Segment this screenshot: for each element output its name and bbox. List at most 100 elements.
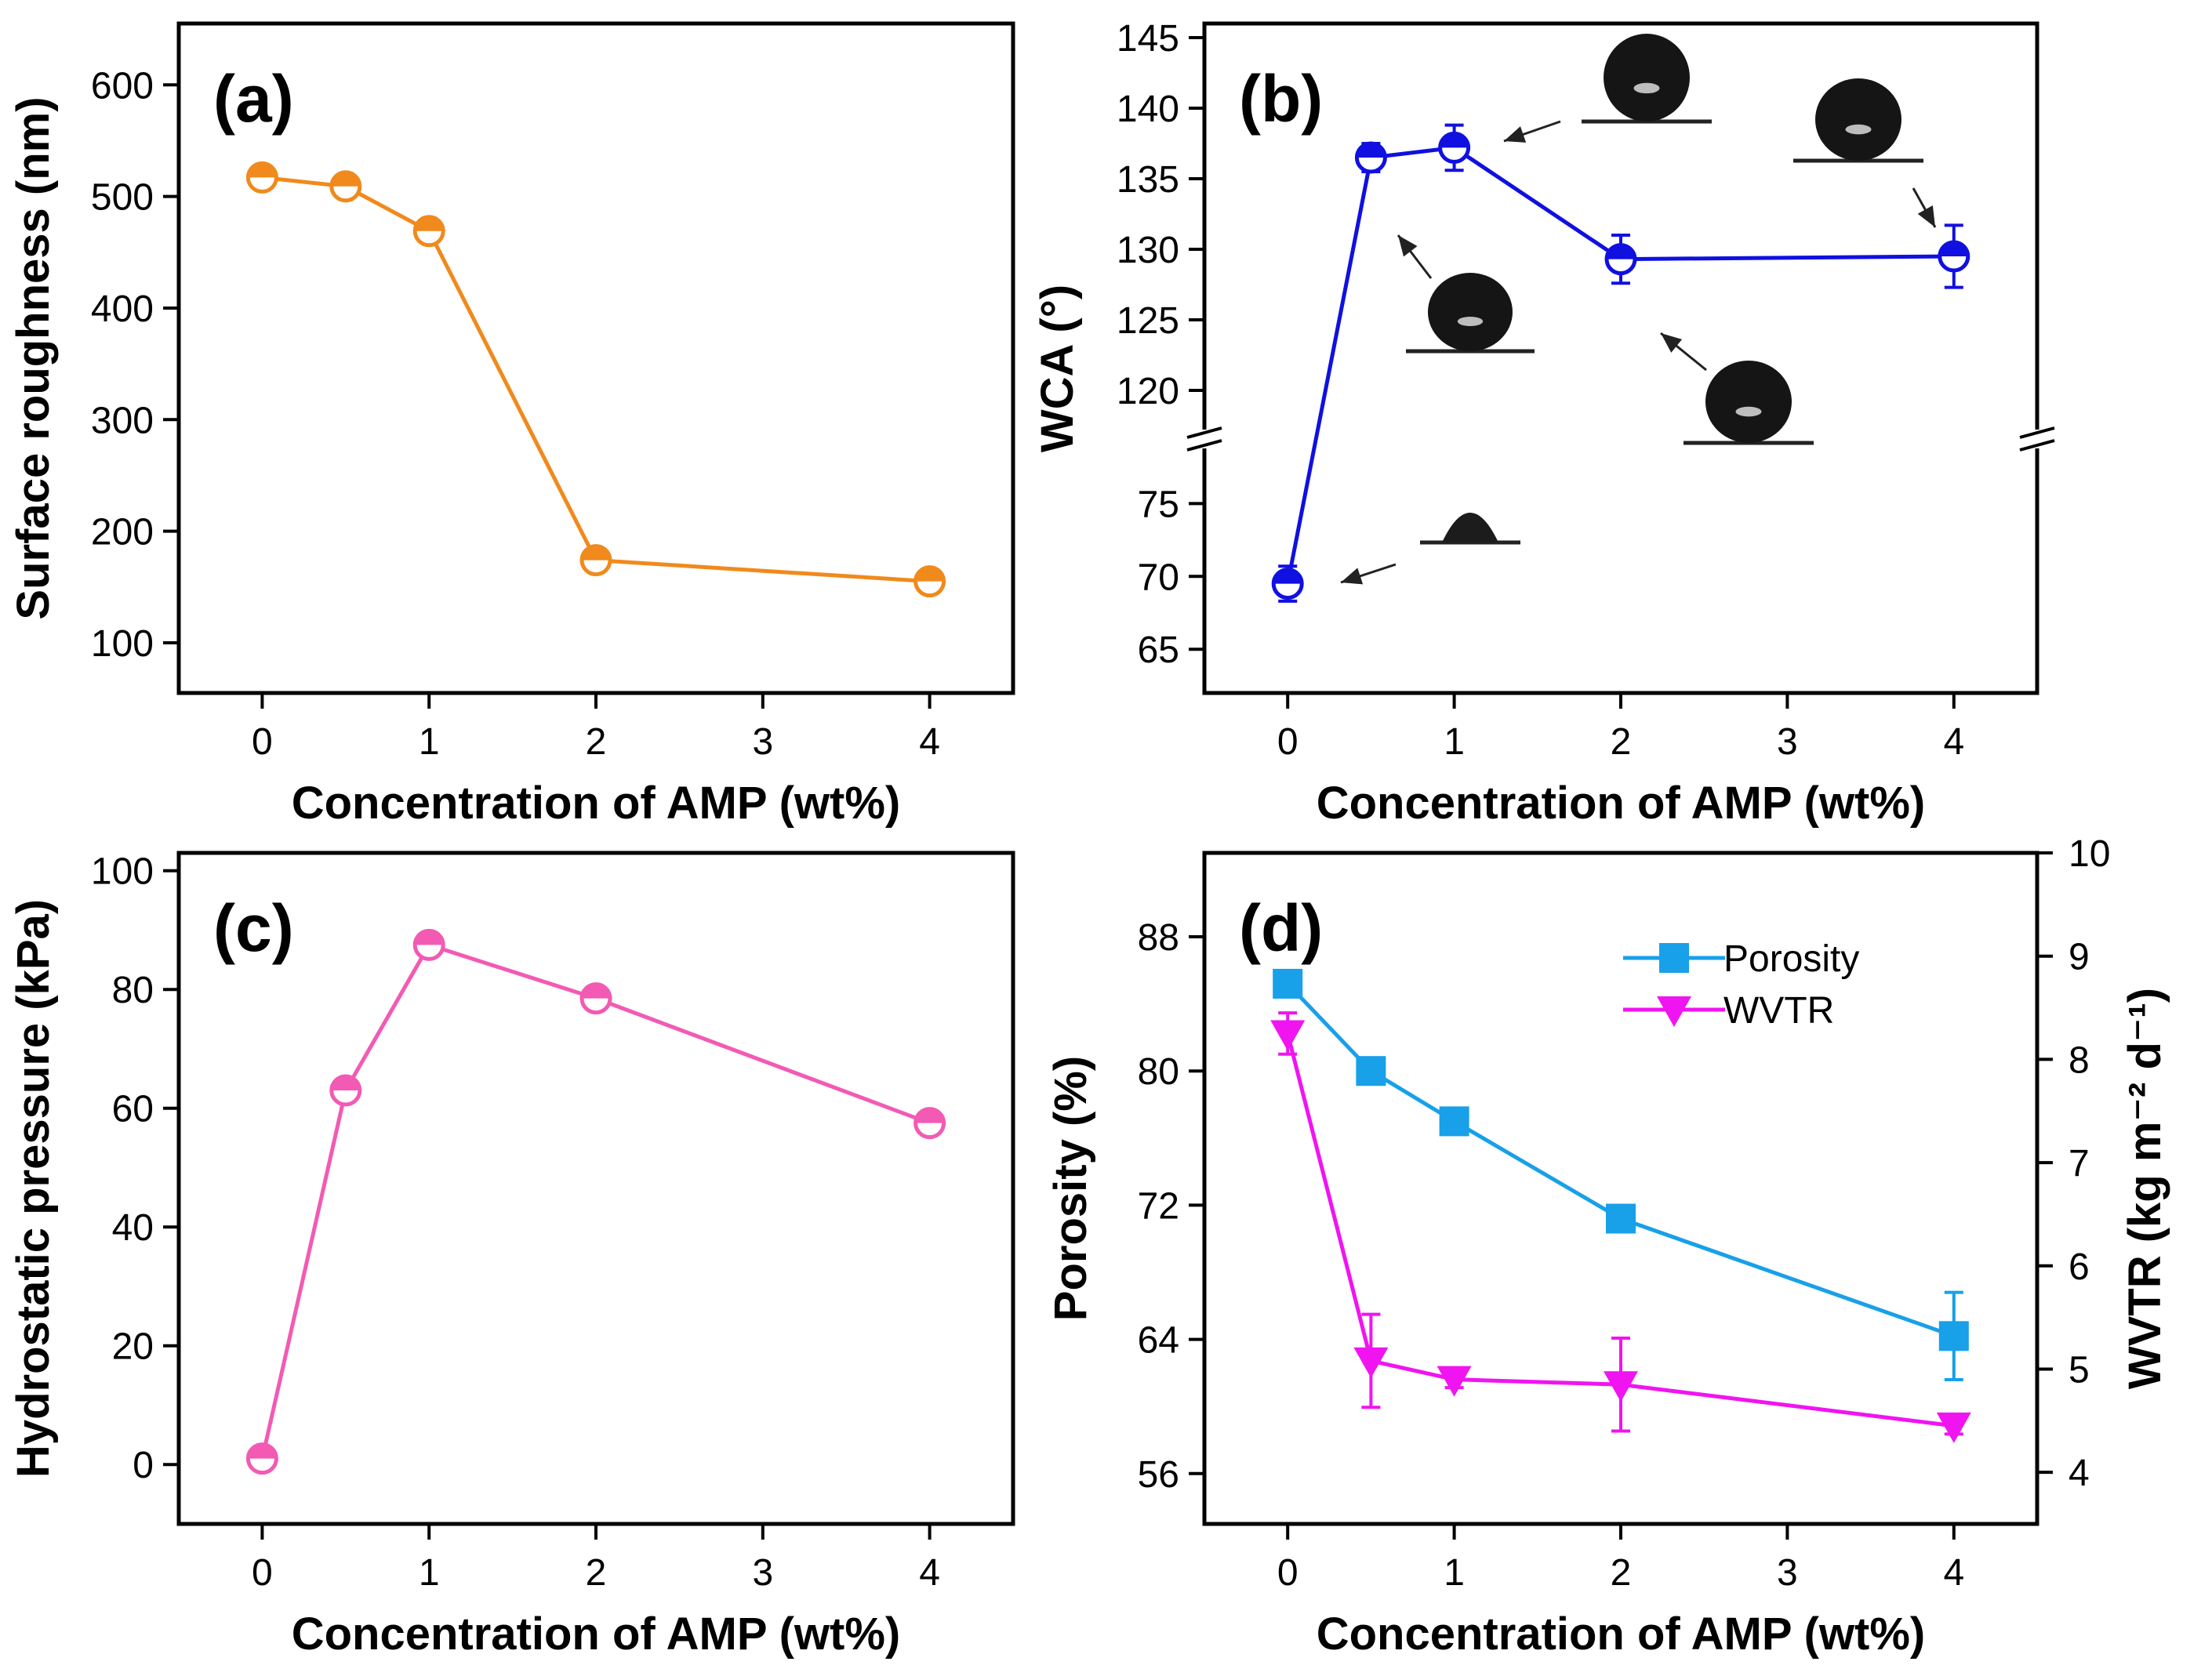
y-tick-label: 300 — [91, 400, 154, 441]
data-point — [1356, 1056, 1386, 1086]
y-tick-label: 200 — [91, 512, 154, 553]
data-point-fill — [1273, 569, 1302, 584]
panel-label: (d) — [1239, 891, 1323, 965]
arrow-head — [1661, 333, 1683, 353]
data-point-fill — [415, 931, 444, 945]
droplet-image — [1442, 513, 1498, 542]
arrow-head — [1504, 126, 1527, 143]
x-axis-label: Concentration of AMP (wt%) — [1317, 1609, 1926, 1660]
y-tick-label: 135 — [1117, 159, 1179, 201]
plot-frame — [176, 21, 1015, 695]
droplet-image — [1815, 78, 1901, 161]
y-right-tick-label: 6 — [2069, 1246, 2090, 1288]
x-tick-label: 1 — [1444, 721, 1465, 763]
y-axis-label: WCA (°) — [1032, 285, 1083, 452]
series-line — [1286, 982, 1955, 1338]
data-point-fill — [582, 984, 610, 999]
x-tick-label: 3 — [1777, 1552, 1798, 1594]
x-tick-label: 4 — [1943, 1552, 1964, 1594]
y-tick-label: 56 — [1138, 1454, 1179, 1496]
x-tick-label: 1 — [419, 721, 440, 763]
x-tick-label: 2 — [1611, 721, 1632, 763]
data-point — [1606, 1203, 1636, 1234]
y-tick-label: 120 — [1117, 371, 1179, 412]
droplet-highlight — [1845, 124, 1872, 135]
y-tick-label: 72 — [1138, 1185, 1179, 1227]
plot-frame — [1202, 21, 2039, 695]
x-tick-label: 2 — [586, 721, 607, 763]
data-point-fill — [248, 1444, 277, 1459]
x-tick-label: 4 — [919, 721, 940, 763]
x-tick-label: 4 — [1943, 721, 1964, 763]
series-line — [260, 942, 931, 1460]
y-tick-label: 75 — [1138, 484, 1179, 525]
droplet-highlight — [1457, 317, 1484, 326]
droplet-highlight — [1633, 82, 1660, 94]
data-point-fill — [415, 216, 444, 231]
x-tick-label: 4 — [919, 1552, 940, 1594]
plot-frame — [176, 851, 1015, 1526]
y-right-tick-label: 9 — [2069, 937, 2090, 978]
x-axis-label: Concentration of AMP (wt%) — [292, 1609, 901, 1660]
x-axis-label: Concentration of AMP (wt%) — [1317, 778, 1926, 829]
data-point — [1273, 968, 1303, 999]
y-tick-label: 100 — [91, 851, 154, 893]
x-tick-label: 0 — [1277, 721, 1299, 763]
data-point — [1353, 1347, 1389, 1378]
y-tick-label: 130 — [1117, 230, 1179, 271]
y-tick-label: 80 — [1138, 1051, 1179, 1093]
arrow-head — [1341, 568, 1364, 585]
data-point-fill — [915, 567, 944, 582]
data-point-fill — [582, 546, 610, 560]
series-line — [1285, 145, 1954, 585]
droplet-image — [1604, 34, 1690, 122]
x-tick-label: 3 — [752, 1552, 773, 1594]
y-right-tick-label: 7 — [2069, 1143, 2090, 1184]
panel-label: (c) — [213, 891, 294, 965]
x-tick-label: 1 — [1444, 1552, 1465, 1594]
panel-label: (a) — [213, 62, 294, 136]
x-tick-label: 0 — [252, 721, 273, 763]
data-point-fill — [1440, 133, 1469, 148]
droplet-image — [1428, 273, 1513, 351]
y-tick-label: 80 — [112, 970, 154, 1011]
data-point — [1938, 1321, 1969, 1351]
y-tick-label: 20 — [112, 1326, 154, 1368]
y-right-tick-label: 10 — [2069, 833, 2110, 875]
y-tick-label: 88 — [1138, 917, 1179, 959]
legend-marker — [1657, 996, 1691, 1027]
data-point-fill — [331, 172, 360, 187]
x-axis-label: Concentration of AMP (wt%) — [292, 778, 901, 829]
y-right-tick-label: 5 — [2069, 1349, 2090, 1391]
axis-break-mark — [2019, 426, 2055, 439]
y-right-tick-label: 4 — [2069, 1453, 2090, 1494]
y-tick-label: 125 — [1117, 300, 1179, 342]
y-tick-label: 64 — [1138, 1320, 1179, 1362]
droplet-image — [1705, 361, 1792, 443]
y-right-axis-label: WVTR (kg m⁻² d⁻¹) — [2119, 988, 2170, 1389]
data-point-fill — [331, 1076, 360, 1091]
axis-break-mark — [1186, 439, 1222, 452]
series-line — [262, 175, 930, 584]
legend-label: Porosity — [1723, 938, 1859, 980]
legend-marker — [1659, 943, 1689, 973]
y-axis-label: Porosity (%) — [1045, 1056, 1096, 1321]
y-tick-label: 70 — [1138, 557, 1179, 598]
x-tick-label: 3 — [1777, 721, 1798, 763]
y-tick-label: 100 — [91, 623, 154, 665]
data-point-fill — [1357, 143, 1386, 158]
y-tick-label: 600 — [91, 65, 154, 107]
y-axis-label: Hydrostatic pressure (kPa) — [8, 899, 59, 1478]
y-tick-label: 65 — [1138, 629, 1179, 671]
x-tick-label: 0 — [1277, 1552, 1299, 1594]
data-point-fill — [915, 1108, 944, 1123]
data-point-fill — [248, 163, 277, 178]
x-tick-label: 1 — [419, 1552, 440, 1594]
legend-label: WVTR — [1723, 990, 1834, 1032]
y-tick-label: 40 — [112, 1207, 154, 1249]
data-point — [1439, 1106, 1469, 1137]
panel-label: (b) — [1239, 62, 1323, 136]
arrow-head — [1917, 205, 1935, 227]
y-tick-label: 140 — [1117, 89, 1179, 130]
